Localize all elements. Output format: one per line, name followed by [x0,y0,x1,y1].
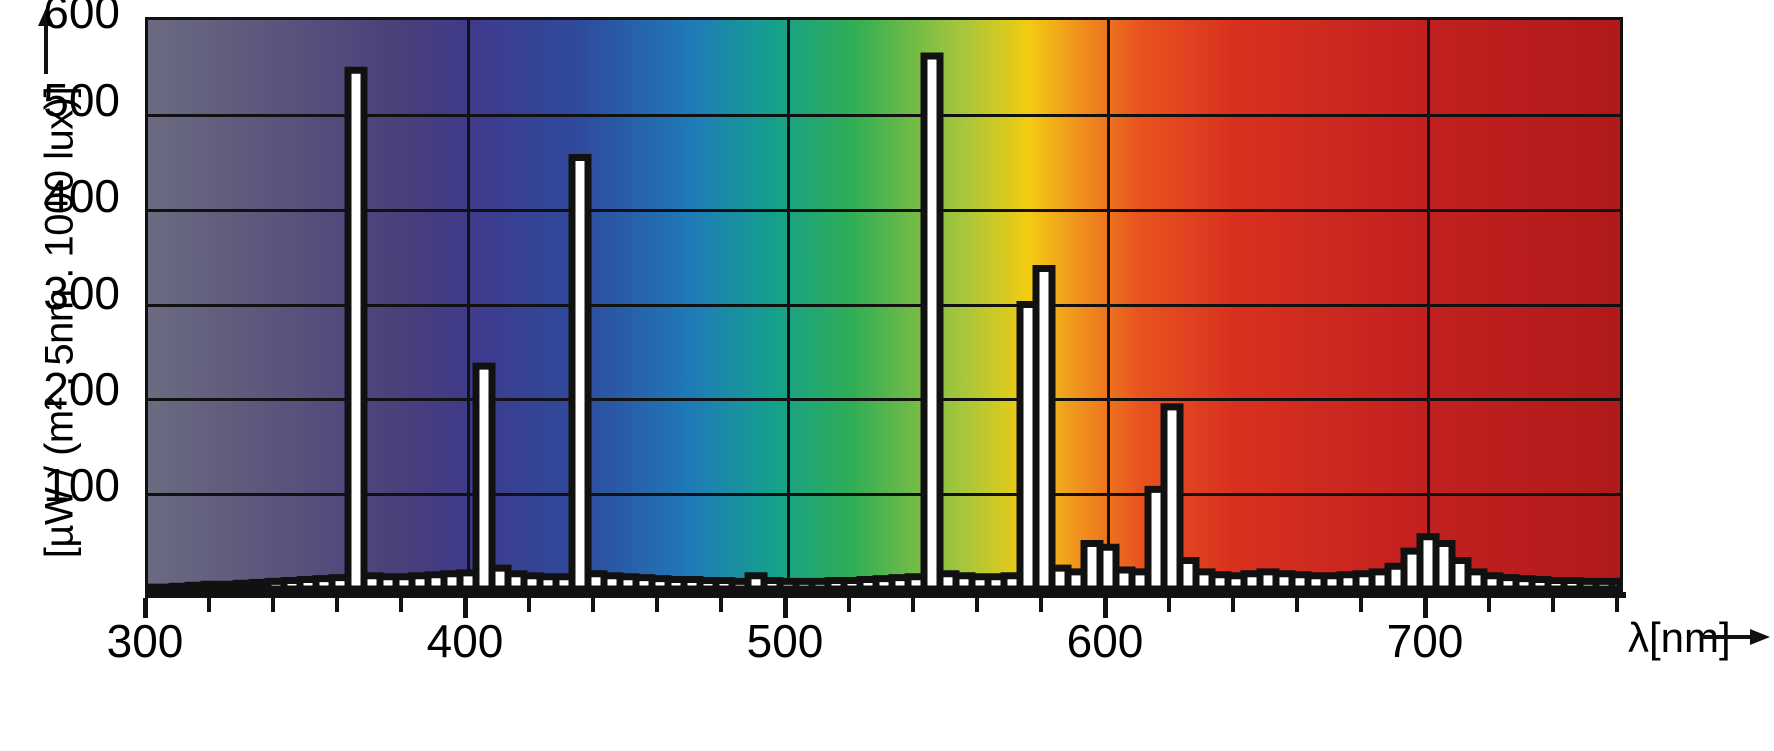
spectral-power-path [148,56,1620,589]
gridline-horizontal-100 [148,493,1620,497]
y-tick-label-300: 300 [43,267,120,319]
x-axis-arrow-icon [1700,629,1770,645]
x-minor-tick-660 [1295,598,1299,612]
x-minor-tick-380 [399,598,403,612]
gridline-horizontal-500 [148,113,1620,117]
x-tick-label-600: 600 [1066,615,1144,667]
y-axis-arrow-icon [38,8,54,74]
x-minor-tick-320 [207,598,211,612]
x-major-tick-600 [1103,598,1108,618]
gridline-vertical-700 [1427,20,1430,589]
x-minor-tick-420 [527,598,531,612]
y-tick-label-600: 600 [43,0,120,38]
x-minor-tick-620 [1167,598,1171,612]
x-minor-tick-640 [1231,598,1235,612]
x-major-tick-500 [783,598,788,618]
plot-area [145,17,1623,592]
y-tick-label-500: 500 [43,74,120,126]
x-minor-tick-540 [911,598,915,612]
x-minor-tick-480 [719,598,723,612]
gridline-horizontal-300 [148,303,1620,307]
spectral-power-curve [148,20,1620,589]
x-minor-tick-760 [1615,598,1619,612]
gridlines [148,20,1620,589]
x-minor-tick-440 [591,598,595,612]
gridline-vertical-400 [467,20,470,589]
x-minor-tick-680 [1359,598,1363,612]
x-minor-tick-460 [655,598,659,612]
x-major-tick-700 [1423,598,1428,618]
gridline-horizontal-200 [148,398,1620,402]
y-tick-label-100: 100 [43,459,120,511]
x-tick-label-700: 700 [1386,615,1464,667]
y-tick-label-400: 400 [43,170,120,222]
x-minor-tick-720 [1487,598,1491,612]
gridline-horizontal-400 [148,208,1620,212]
x-minor-tick-520 [847,598,851,612]
x-major-tick-300 [143,598,148,618]
x-tick-label-300: 300 [106,615,184,667]
x-tick-label-500: 500 [746,615,824,667]
x-axis-line [145,592,1626,598]
x-minor-tick-560 [975,598,979,612]
x-minor-tick-580 [1039,598,1043,612]
x-minor-tick-340 [271,598,275,612]
x-minor-tick-740 [1551,598,1555,612]
x-major-tick-400 [463,598,468,618]
y-tick-label-200: 200 [43,363,120,415]
gridline-vertical-600 [1107,20,1110,589]
gridline-vertical-500 [787,20,790,589]
x-tick-label-400: 400 [426,615,504,667]
x-minor-tick-360 [335,598,339,612]
